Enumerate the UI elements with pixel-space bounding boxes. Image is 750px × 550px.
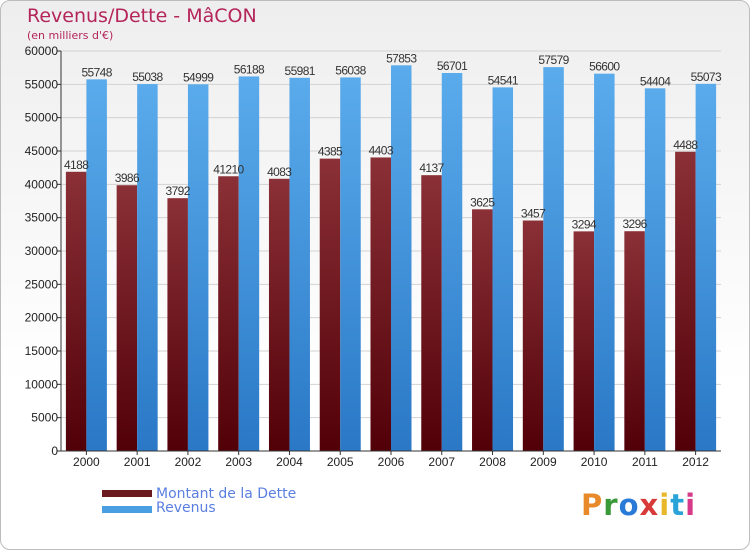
x-tick-label: 2006 — [378, 455, 405, 469]
bar-revenus-2011 — [644, 88, 666, 451]
data-label-dette-2006: 4403 — [369, 143, 394, 157]
y-tick-label: 55000 — [25, 77, 59, 91]
data-label-dette-2003: 41210 — [213, 162, 244, 176]
data-label-revenus-2008: 54541 — [488, 73, 519, 87]
data-label-dette-2004: 4083 — [267, 165, 292, 179]
data-label-dette-2011: 3296 — [622, 217, 647, 231]
proxiti-logo: Proxiti — [581, 488, 696, 522]
bar-revenus-2002 — [187, 84, 209, 451]
bar-dette-2004 — [268, 178, 290, 451]
y-tick-label: 15000 — [25, 344, 59, 358]
data-label-revenus-2003: 56188 — [234, 62, 265, 76]
data-label-revenus-2007: 56701 — [437, 59, 468, 73]
bar-revenus-2005 — [340, 77, 361, 451]
bar-dette-2007 — [421, 175, 442, 451]
y-tick-label: 50000 — [25, 111, 59, 125]
data-label-revenus-2006: 57853 — [386, 51, 417, 65]
y-tick-label: 45000 — [25, 144, 59, 158]
data-label-dette-2002: 3792 — [166, 184, 191, 198]
data-label-dette-2008: 3625 — [470, 195, 495, 209]
bar-dette-2006 — [370, 157, 391, 451]
bar-revenus-2010 — [594, 73, 615, 452]
logo-letter: t — [670, 488, 686, 522]
x-tick-label: 2005 — [327, 455, 354, 469]
data-label-dette-2005: 4385 — [318, 145, 343, 159]
data-label-revenus-2004: 55981 — [285, 64, 316, 78]
x-tick-label: 2008 — [479, 455, 506, 469]
bar-revenus-2008 — [492, 87, 514, 451]
bar-dette-2008 — [472, 209, 493, 451]
legend-label-dette: Montant de la Dette — [156, 486, 297, 502]
bar-dette-2009 — [522, 220, 544, 451]
bar-dette-2000 — [65, 171, 87, 451]
x-tick-label: 2012 — [682, 455, 709, 469]
x-tick-label: 2011 — [632, 455, 658, 469]
logo-letter: P — [581, 488, 604, 522]
x-tick-label: 2001 — [124, 455, 151, 469]
bar-revenus-2001 — [137, 84, 158, 451]
chart-subtitle: (en milliers d'€) — [27, 29, 114, 42]
bar-dette-2001 — [116, 185, 138, 451]
data-label-revenus-2011: 54404 — [640, 74, 671, 88]
bar-dette-2005 — [319, 158, 341, 451]
bar-dette-2012 — [675, 151, 696, 451]
data-label-revenus-2010: 56600 — [589, 60, 620, 74]
y-tick-label: 25000 — [25, 277, 59, 291]
bar-dette-2002 — [167, 198, 188, 451]
x-tick-label: 2004 — [276, 455, 303, 469]
data-label-revenus-2000: 55748 — [81, 65, 112, 79]
x-tick-label: 2010 — [581, 455, 608, 469]
y-tick-label: 40000 — [25, 177, 59, 191]
logo-letter: i — [659, 488, 671, 522]
y-tick-label: 10000 — [25, 377, 59, 391]
bar-revenus-2012 — [695, 83, 717, 451]
bar-revenus-2007 — [441, 72, 463, 451]
data-label-revenus-2001: 55038 — [132, 70, 163, 84]
bar-dette-2010 — [573, 231, 595, 451]
logo-letter: x — [639, 488, 660, 522]
x-tick-label: 2000 — [73, 455, 100, 469]
bar-dette-2003 — [218, 176, 239, 451]
bar-revenus-2003 — [238, 76, 260, 451]
x-tick-label: 2003 — [225, 455, 252, 469]
axes: 0 5000 10000 15000 20000 25000 30000 35000 40000… — [25, 44, 721, 469]
logo-letter: i — [685, 488, 697, 522]
y-tick-label: 0 — [51, 444, 58, 458]
x-tick-label: 2007 — [428, 455, 455, 469]
data-label-revenus-2005: 56038 — [335, 63, 366, 77]
chart-title: Revenus/Dette - MâCON — [27, 5, 257, 27]
bar-revenus-2000 — [86, 79, 107, 451]
bar-revenus-2009 — [543, 67, 564, 451]
bars — [65, 65, 717, 452]
data-label-dette-2007: 4137 — [419, 161, 444, 175]
data-label-dette-2010: 3294 — [572, 217, 597, 231]
y-tick-label: 30000 — [25, 244, 59, 258]
y-tick-label: 60000 — [25, 44, 59, 58]
logo-letter: o — [618, 488, 640, 522]
data-label-dette-2012: 4488 — [673, 138, 698, 152]
data-label-revenus-2002: 54999 — [183, 70, 214, 84]
y-tick-label: 5000 — [31, 411, 58, 425]
data-label-revenus-2009: 57579 — [538, 53, 569, 67]
x-tick-label: 2009 — [530, 455, 557, 469]
legend-label-revenus: Revenus — [156, 500, 216, 516]
data-labels: 4188 55748 3986 55038 3792 54999 41210 56188 408… — [64, 51, 723, 231]
legend-swatch-dette — [102, 490, 152, 497]
x-tick-label: 2002 — [175, 455, 202, 469]
data-label-dette-2000: 4188 — [64, 158, 89, 172]
bar-dette-2011 — [624, 231, 645, 451]
legend-swatch-revenus — [102, 506, 152, 513]
data-label-dette-2009: 3457 — [521, 207, 546, 221]
y-tick-label: 35000 — [25, 211, 59, 225]
data-label-dette-2001: 3986 — [115, 171, 140, 185]
bar-revenus-2004 — [289, 77, 310, 451]
bar-revenus-2006 — [391, 65, 412, 452]
y-tick-label: 20000 — [25, 311, 59, 325]
data-label-revenus-2012: 55073 — [691, 70, 722, 84]
logo-letter: r — [603, 488, 619, 522]
